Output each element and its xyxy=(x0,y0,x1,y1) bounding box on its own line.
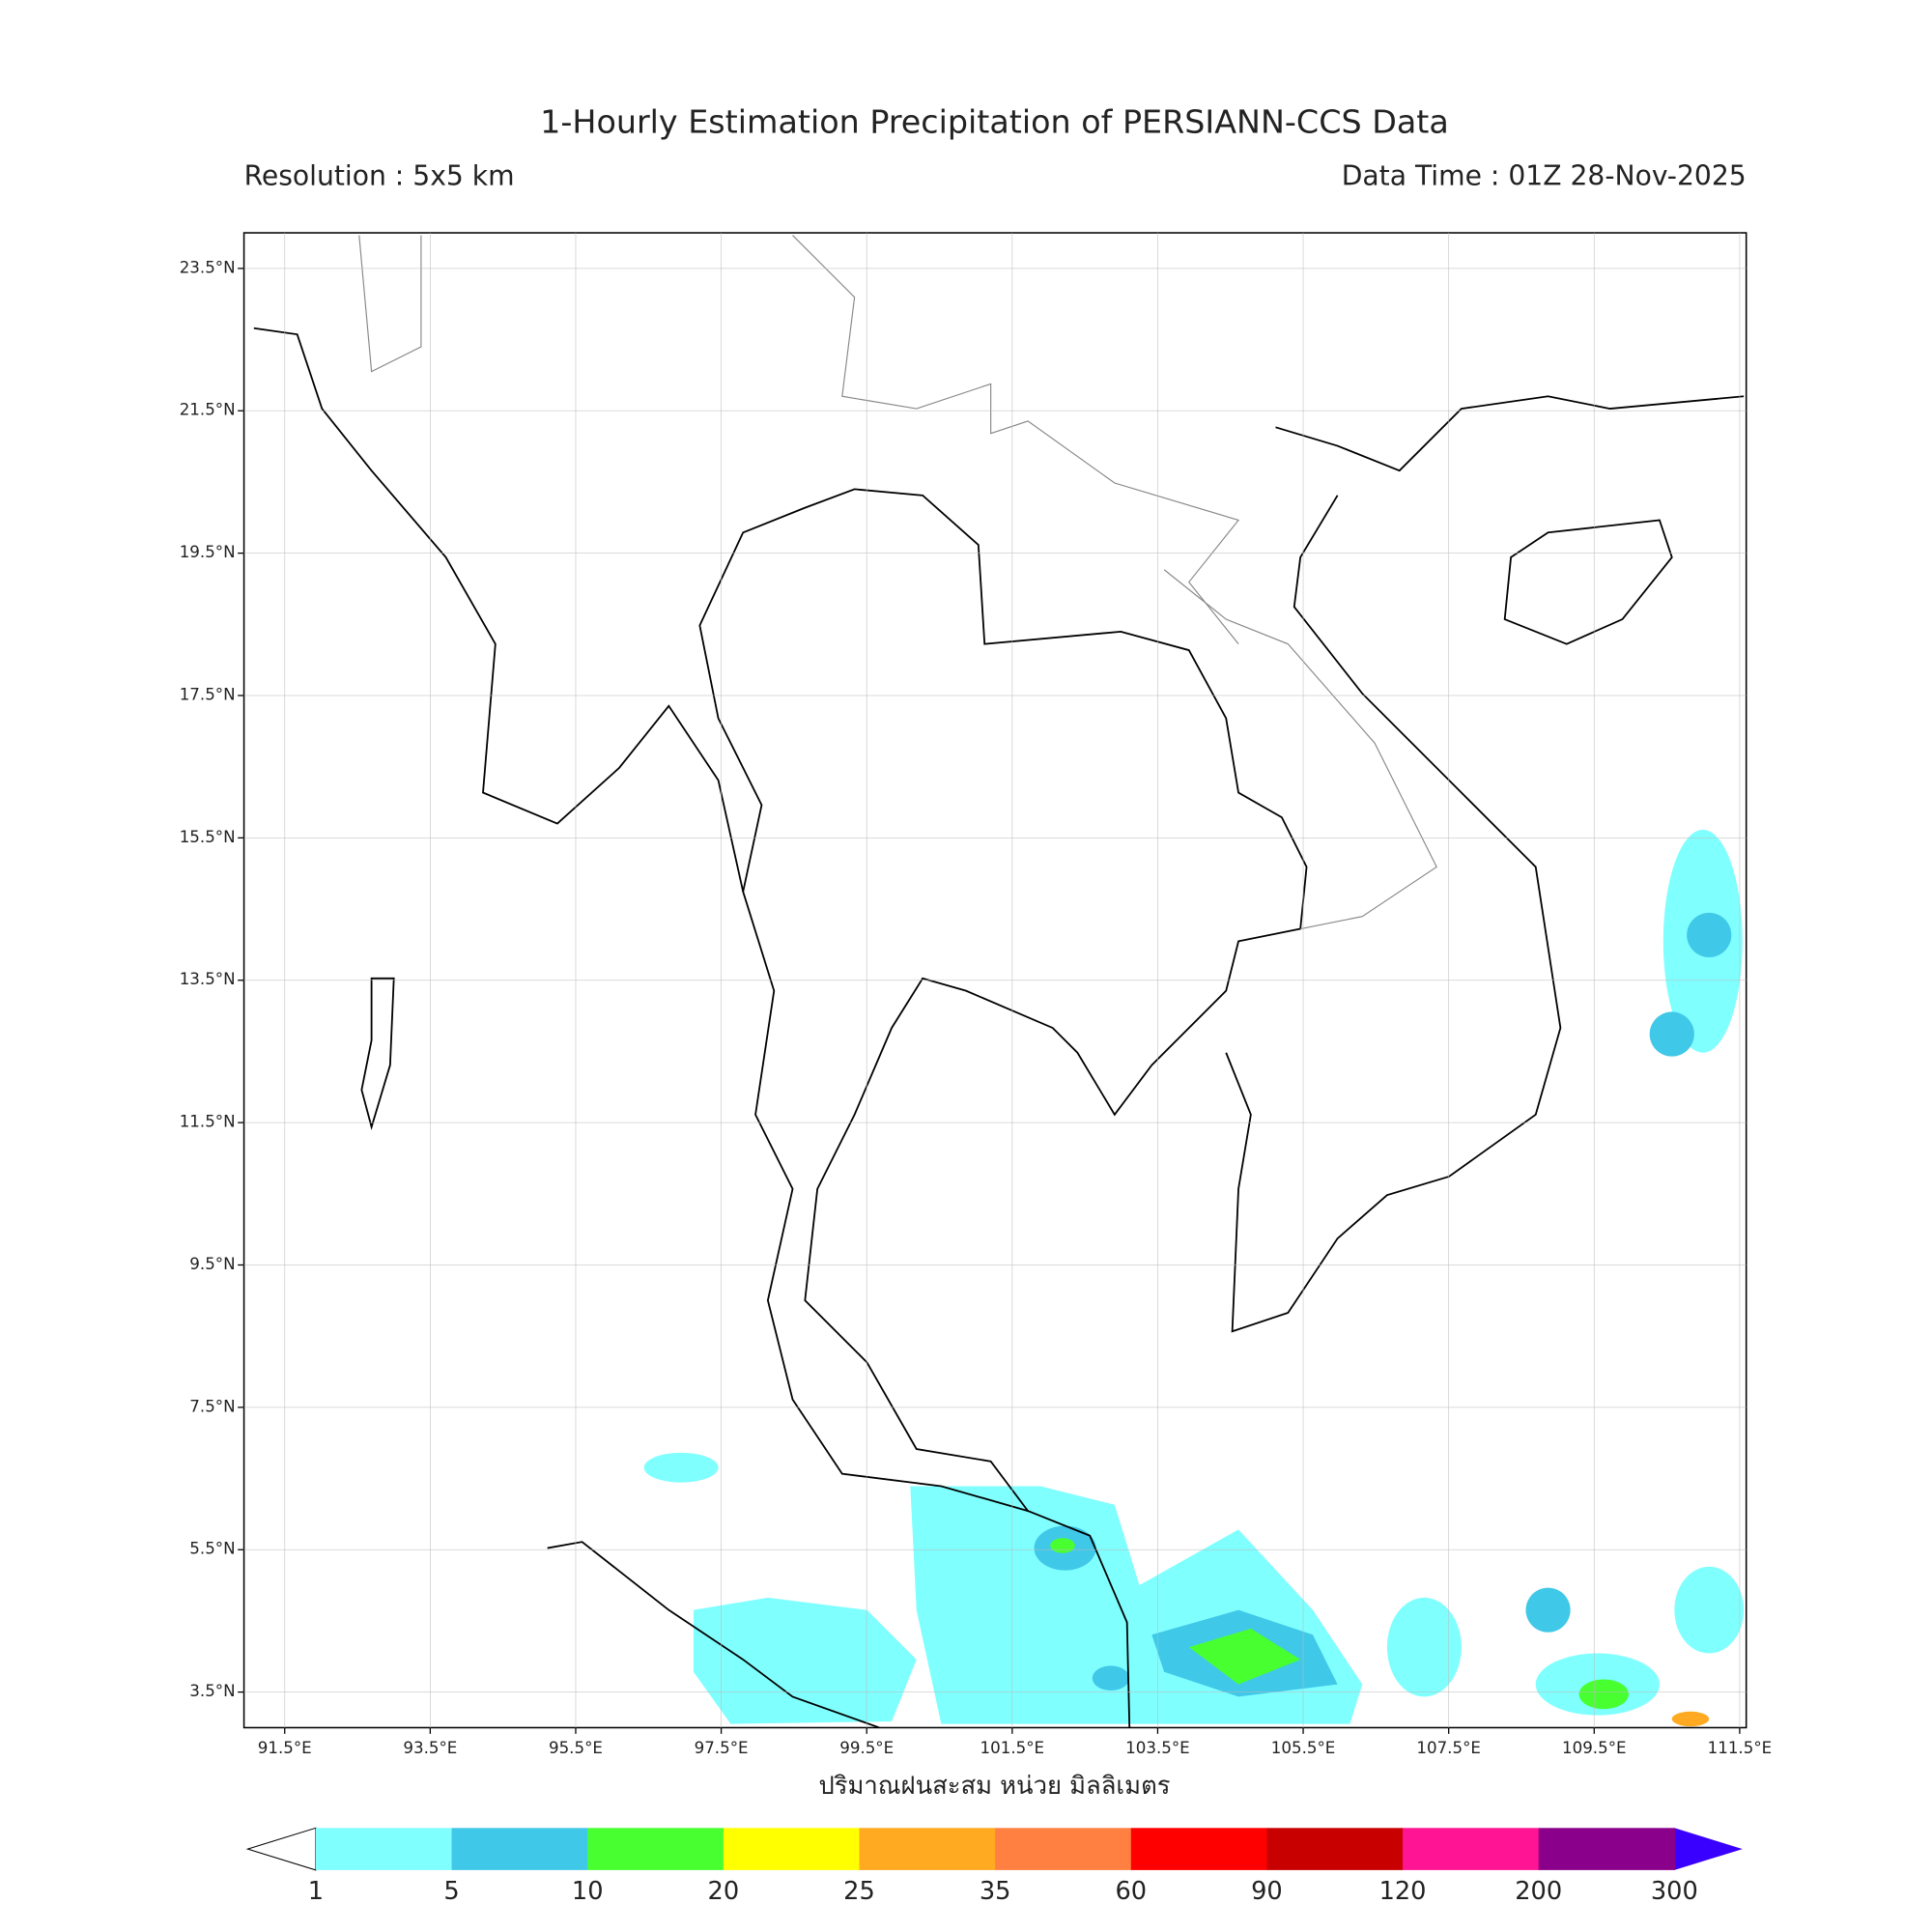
x-tick-label: 99.5°E xyxy=(839,1739,894,1757)
malaysia-coast xyxy=(1027,1510,1131,1728)
thailand-outline xyxy=(698,488,1308,1513)
rain-area xyxy=(1674,1566,1745,1654)
y-tick-label: 5.5°N xyxy=(189,1540,235,1558)
country-border xyxy=(358,235,422,373)
precipitation-layer xyxy=(643,829,1745,1727)
x-tick-label: 103.5°E xyxy=(1125,1739,1190,1757)
colorbar-tick-label: 25 xyxy=(843,1877,875,1906)
country-border xyxy=(792,235,1240,645)
colorbar-tick-label: 10 xyxy=(572,1877,604,1906)
x-tick-label: 105.5°E xyxy=(1271,1739,1336,1757)
colorbar-tick-label: 120 xyxy=(1379,1877,1427,1906)
colorbar-tick-label: 200 xyxy=(1515,1877,1562,1906)
andaman-islands xyxy=(360,977,395,1130)
colorbar-label: ปริมาณฝนสะสม หน่วย มิลลิเมตร xyxy=(818,1772,1170,1801)
indochina-coast xyxy=(1225,495,1562,1333)
colorbar-segment xyxy=(859,1828,996,1870)
china-coast xyxy=(1275,395,1745,472)
y-tick-label: 11.5°N xyxy=(180,1113,236,1131)
myanmar-coast xyxy=(253,327,745,893)
colorbar-segment xyxy=(1266,1828,1404,1870)
colorbar-segment xyxy=(1130,1828,1268,1870)
x-tick-label: 93.5°E xyxy=(403,1739,457,1757)
rain-area xyxy=(1687,912,1732,958)
colorbar-tick-label: 5 xyxy=(443,1877,459,1906)
rain-area xyxy=(1649,1011,1694,1057)
colorbar-under xyxy=(245,1827,317,1871)
y-tick-label: 7.5°N xyxy=(189,1397,235,1415)
colorbar-tick-label: 90 xyxy=(1251,1877,1283,1906)
colorbar-tick-label: 60 xyxy=(1115,1877,1147,1906)
colorbar-segment xyxy=(995,1828,1132,1870)
colorbar-tick-label: 20 xyxy=(708,1877,740,1906)
colorbar-tick-label: 1 xyxy=(308,1877,324,1906)
rain-area xyxy=(985,1632,1061,1662)
y-tick-label: 21.5°N xyxy=(180,401,236,419)
y-tick-label: 3.5°N xyxy=(189,1682,235,1700)
x-tick-label: 95.5°E xyxy=(549,1739,603,1757)
rain-area xyxy=(1525,1587,1571,1633)
rain-area xyxy=(1050,1538,1075,1553)
coastlines xyxy=(253,235,1745,1729)
y-tick-label: 19.5°N xyxy=(180,543,236,561)
colorbar-tick-label: 300 xyxy=(1651,1877,1698,1906)
rain-area xyxy=(1578,1679,1629,1710)
colorbar-segment xyxy=(723,1828,861,1870)
x-tick-label: 109.5°E xyxy=(1562,1739,1627,1757)
colorbar-segment xyxy=(451,1828,588,1870)
rain-area xyxy=(1386,1597,1462,1697)
y-tick-label: 17.5°N xyxy=(180,685,236,703)
y-tick-label: 9.5°N xyxy=(189,1255,235,1273)
colorbar-segment xyxy=(587,1828,724,1870)
x-tick-label: 111.5°E xyxy=(1708,1739,1773,1757)
rain-area xyxy=(1188,1628,1301,1685)
rain-area xyxy=(1671,1711,1710,1727)
x-tick-label: 97.5°E xyxy=(695,1739,749,1757)
colorbar-over xyxy=(1674,1828,1743,1870)
y-tick-label: 23.5°N xyxy=(180,258,236,276)
rain-area xyxy=(693,1597,917,1724)
colorbar-tick-label: 35 xyxy=(980,1877,1011,1906)
data-time-label: Data Time : 01Z 28-Nov-2025 xyxy=(1342,159,1747,191)
sumatra-coast xyxy=(547,1541,880,1729)
rain-area xyxy=(643,1452,719,1483)
x-tick-label: 101.5°E xyxy=(980,1739,1045,1757)
rain-area xyxy=(1092,1665,1130,1690)
y-tick-label: 15.5°N xyxy=(180,828,236,846)
colorbar-segment xyxy=(315,1828,453,1870)
y-tick-label: 13.5°N xyxy=(180,970,236,988)
colorbar-segment xyxy=(1538,1828,1675,1870)
country-border xyxy=(1163,569,1437,930)
colorbar-segment xyxy=(1403,1828,1540,1870)
chart-title: 1-Hourly Estimation Precipitation of PER… xyxy=(540,103,1449,141)
x-tick-label: 91.5°E xyxy=(258,1739,312,1757)
hainan-coast xyxy=(1503,519,1673,645)
x-tick-label: 107.5°E xyxy=(1416,1739,1481,1757)
resolution-label: Resolution : 5x5 km xyxy=(244,159,515,191)
